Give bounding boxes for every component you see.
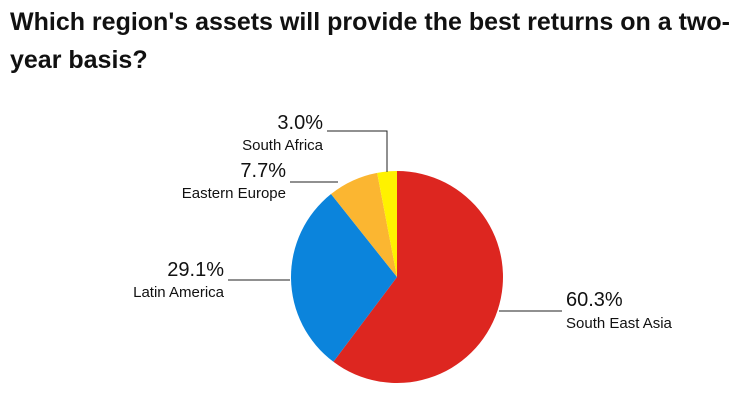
- value-label-south-east-asia: 60.3%: [566, 289, 623, 311]
- value-label-south-africa: 3.0%: [277, 112, 323, 134]
- slice-labels: 60.3% South East Asia 29.1% Latin America 7.…: [133, 112, 672, 332]
- category-label-south-east-asia: South East Asia: [566, 315, 673, 332]
- category-label-latin-america: Latin America: [133, 284, 225, 301]
- pie-slice-south-east-asia: [333, 171, 503, 383]
- value-label-eastern-europe: 7.7%: [240, 160, 286, 182]
- pie-slice-south-africa: [377, 171, 397, 277]
- pie-slices: [290, 171, 503, 383]
- category-label-south-africa: South Africa: [242, 137, 324, 154]
- value-label-latin-america: 29.1%: [167, 259, 224, 281]
- leader-line-south-africa: [327, 130, 388, 172]
- pie-slice-eastern-europe: [331, 172, 397, 277]
- chart-title: Which region's assets will provide the b…: [10, 8, 730, 74]
- pie-slice-latin-america: [290, 194, 397, 362]
- category-label-eastern-europe: Eastern Europe: [182, 185, 286, 202]
